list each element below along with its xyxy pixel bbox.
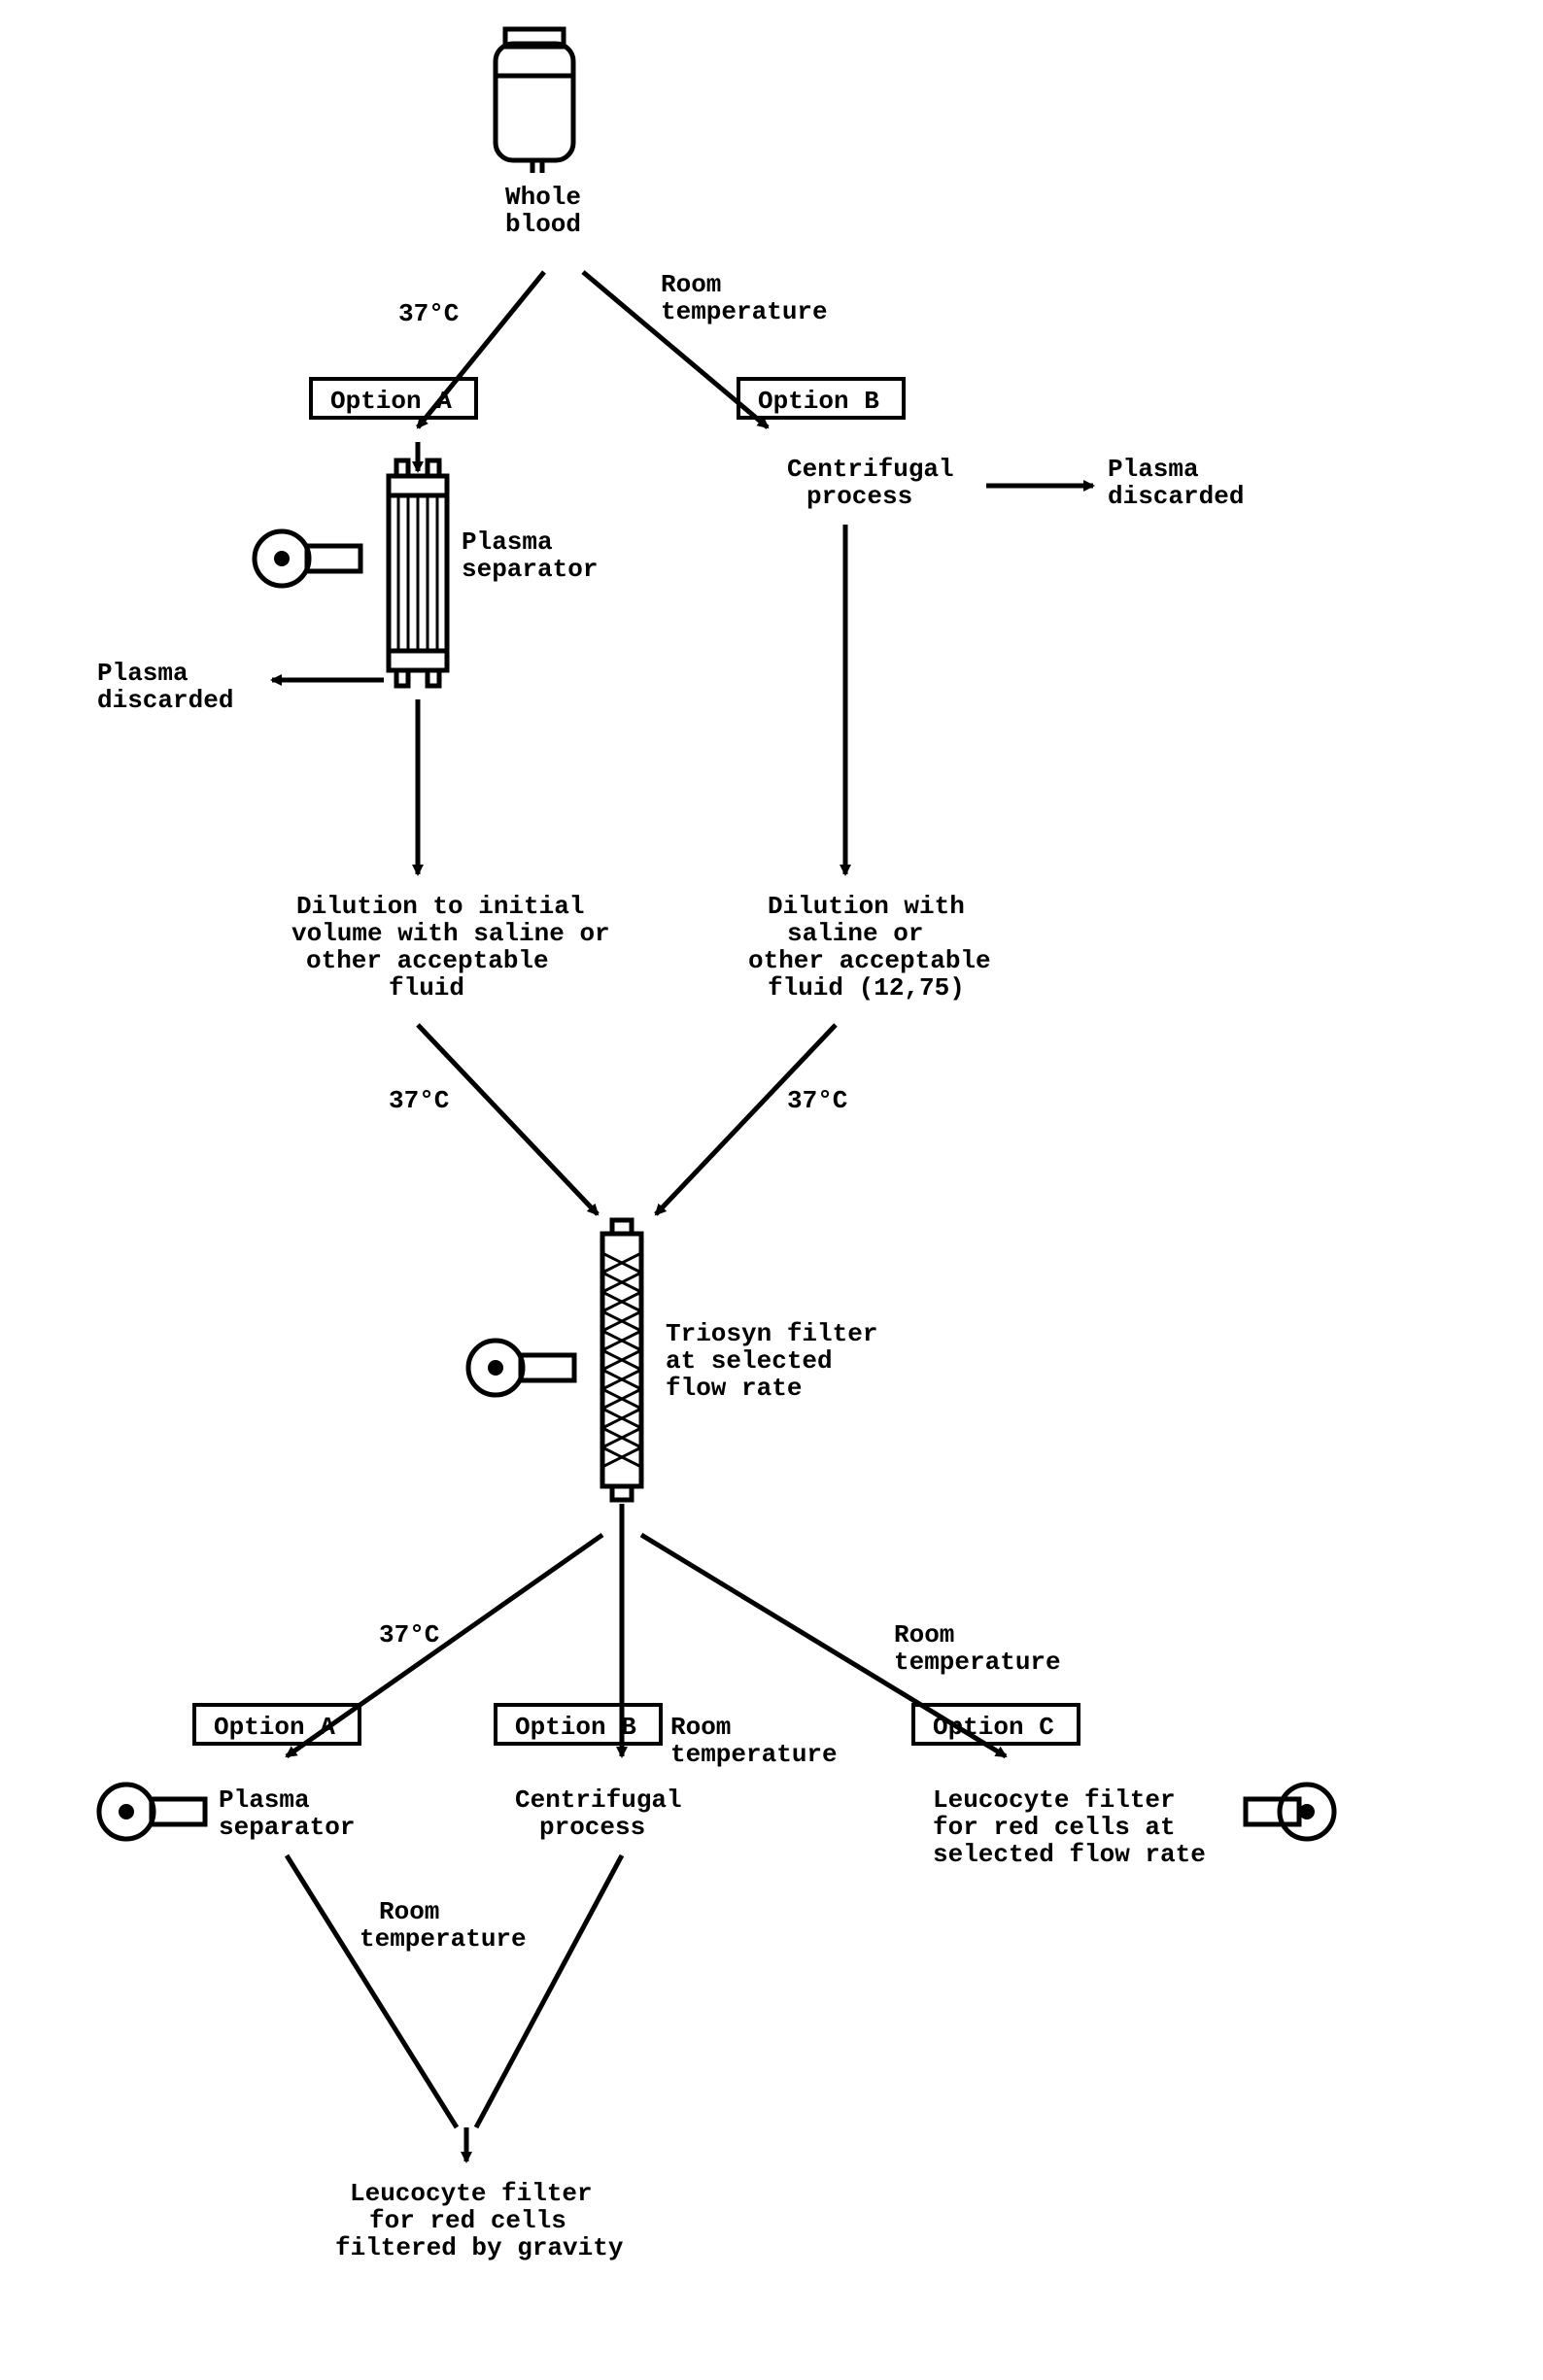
plasma-disc-right-1: Plasma	[1108, 455, 1199, 484]
dilution-b-l3: other acceptable	[748, 946, 991, 975]
plasma-disc-right-2: discarded	[1108, 482, 1244, 511]
room-temp-right-l1: Room	[894, 1620, 954, 1649]
dilution-a-l1: Dilution to initial	[296, 892, 584, 921]
plasma-separator-label-2b: separator	[219, 1813, 355, 1842]
option-c-label-2: Option C	[933, 1713, 1054, 1742]
leuco-final-l3: filtered by gravity	[335, 2233, 624, 2262]
plasma-separator-label-2a: Plasma	[219, 1785, 310, 1815]
arrow-sep2-to-final-line	[287, 1855, 457, 2127]
pump-icon-2	[468, 1341, 574, 1395]
room-temp-mid-l2: temperature	[670, 1740, 838, 1769]
room-temp-4-l1: Room	[379, 1897, 439, 1926]
temp-37-label-1: 37°C	[398, 299, 459, 328]
dilution-a-l4: fluid	[389, 973, 464, 1003]
triosyn-l2: at selected	[666, 1346, 833, 1376]
plasma-separator-label-1a: Plasma	[462, 527, 553, 557]
leuco-c-l3: selected flow rate	[933, 1840, 1206, 1869]
option-a-label-2: Option A	[214, 1713, 335, 1742]
pump-icon-4	[1246, 1785, 1334, 1839]
triosyn-l3: flow rate	[666, 1374, 802, 1403]
dilution-a-l2: volume with saline or	[291, 919, 610, 948]
whole-blood-label-1: Whole	[505, 183, 581, 212]
option-a-label-1: Option A	[330, 387, 452, 416]
temp-37-label-2a: 37°C	[389, 1086, 449, 1115]
arrow-dilB-to-triosyn	[656, 1025, 836, 1214]
dilution-a-l3: other acceptable	[306, 946, 549, 975]
dilution-b-l4: fluid (12,75)	[768, 973, 965, 1003]
option-b-label-2: Option B	[515, 1713, 636, 1742]
pump-icon-3	[99, 1785, 205, 1839]
plasma-disc-left-1: Plasma	[97, 659, 189, 688]
room-temp-label-1b: temperature	[661, 297, 828, 326]
triosyn-filter-icon	[602, 1220, 641, 1500]
arrow-cent2-to-final-line	[476, 1855, 622, 2127]
plasma-separator-label-1b: separator	[462, 555, 598, 584]
temp-37-label-2b: 37°C	[787, 1086, 847, 1115]
centrifugal-label-2b: process	[539, 1813, 645, 1842]
leuco-final-l2: for red cells	[369, 2206, 566, 2235]
leuco-c-l2: for red cells at	[933, 1813, 1176, 1842]
blood-bag-icon	[496, 29, 573, 173]
leuco-final-l1: Leucocyte filter	[350, 2179, 593, 2208]
room-temp-label-1a: Room	[661, 270, 721, 299]
room-temp-mid-l1: Room	[670, 1713, 731, 1742]
centrifugal-label-1b: process	[806, 482, 912, 511]
leuco-c-l1: Leucocyte filter	[933, 1785, 1176, 1815]
dilution-b-l1: Dilution with	[768, 892, 965, 921]
dilution-b-l2: saline or	[787, 919, 923, 948]
whole-blood-label-2: blood	[505, 210, 581, 239]
option-b-label-1: Option B	[758, 387, 879, 416]
temp-37-label-3: 37°C	[379, 1620, 439, 1649]
pump-icon-1	[255, 531, 360, 586]
plasma-disc-left-2: discarded	[97, 686, 233, 715]
triosyn-l1: Triosyn filter	[666, 1319, 877, 1348]
arrow-dilA-to-triosyn	[418, 1025, 598, 1214]
room-temp-4-l2: temperature	[360, 1924, 527, 1954]
centrifugal-label-1a: Centrifugal	[787, 455, 954, 484]
centrifugal-label-2a: Centrifugal	[515, 1785, 682, 1815]
plasma-separator-icon-1	[389, 442, 447, 686]
room-temp-right-l2: temperature	[894, 1648, 1061, 1677]
